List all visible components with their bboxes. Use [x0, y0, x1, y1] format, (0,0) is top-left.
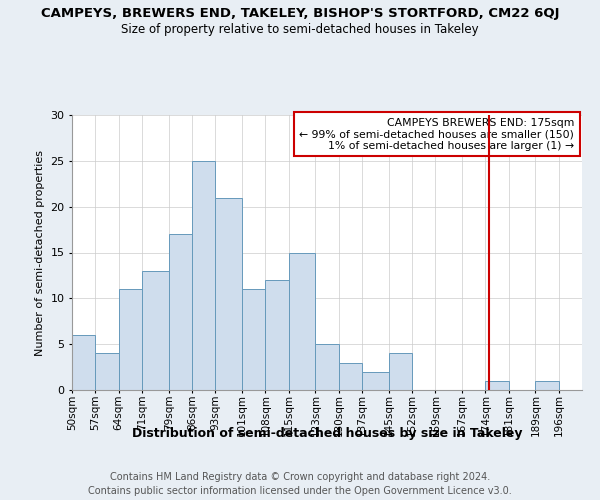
- Text: Contains HM Land Registry data © Crown copyright and database right 2024.: Contains HM Land Registry data © Crown c…: [110, 472, 490, 482]
- Y-axis label: Number of semi-detached properties: Number of semi-detached properties: [35, 150, 44, 356]
- Bar: [119, 289, 142, 390]
- Bar: [362, 372, 389, 390]
- Bar: [535, 381, 559, 390]
- Text: Contains public sector information licensed under the Open Government Licence v3: Contains public sector information licen…: [88, 486, 512, 496]
- Bar: [265, 280, 289, 390]
- Bar: [215, 198, 242, 390]
- Bar: [192, 161, 215, 390]
- Bar: [485, 381, 509, 390]
- Bar: [142, 271, 169, 390]
- Bar: [169, 234, 192, 390]
- Bar: [289, 252, 316, 390]
- Bar: [389, 354, 412, 390]
- Bar: [316, 344, 338, 390]
- Bar: [72, 335, 95, 390]
- Text: CAMPEYS BREWERS END: 175sqm
← 99% of semi-detached houses are smaller (150)
1% o: CAMPEYS BREWERS END: 175sqm ← 99% of sem…: [299, 118, 574, 151]
- Text: Size of property relative to semi-detached houses in Takeley: Size of property relative to semi-detach…: [121, 22, 479, 36]
- Bar: [95, 354, 119, 390]
- Text: CAMPEYS, BREWERS END, TAKELEY, BISHOP'S STORTFORD, CM22 6QJ: CAMPEYS, BREWERS END, TAKELEY, BISHOP'S …: [41, 8, 559, 20]
- Text: Distribution of semi-detached houses by size in Takeley: Distribution of semi-detached houses by …: [132, 428, 522, 440]
- Bar: [338, 362, 362, 390]
- Bar: [242, 289, 265, 390]
